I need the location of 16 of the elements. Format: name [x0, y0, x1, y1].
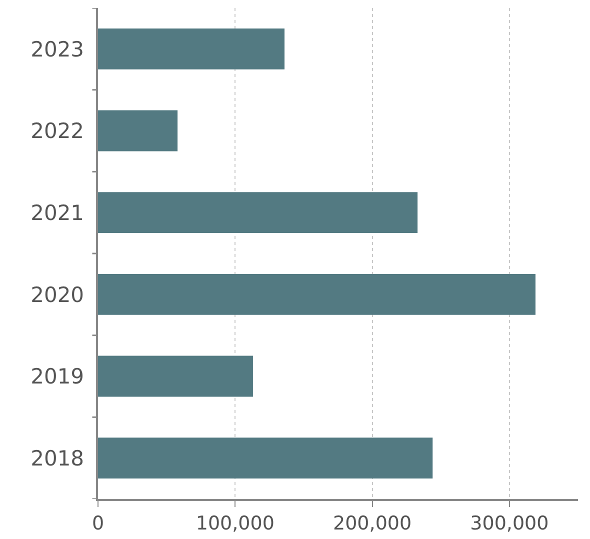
x-tick-label: 100,000	[196, 512, 274, 535]
bar	[98, 356, 253, 397]
x-tick-label: 0	[92, 512, 104, 535]
bar	[98, 274, 536, 315]
y-tick-label: 2021	[30, 200, 84, 225]
bar	[98, 28, 285, 70]
bar	[98, 438, 433, 479]
y-tick-label: 2020	[30, 282, 84, 307]
y-tick-label: 2022	[30, 119, 84, 144]
bar	[98, 192, 418, 234]
bar	[98, 110, 178, 152]
x-tick-label: 300,000	[470, 512, 549, 535]
x-tick-label: 200,000	[333, 512, 412, 535]
y-tick-label: 2018	[30, 446, 84, 470]
y-tick-label: 2023	[30, 37, 84, 62]
y-tick-label: 2019	[30, 364, 84, 389]
